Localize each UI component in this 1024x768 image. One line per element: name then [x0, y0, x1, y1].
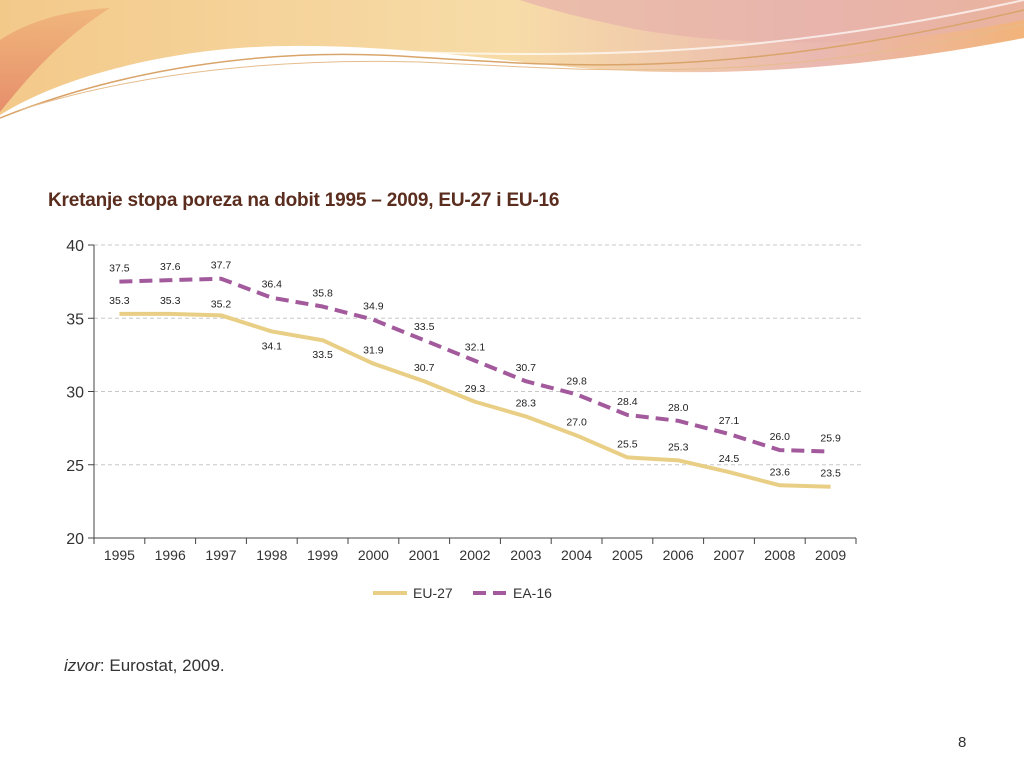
source-note: izvor: Eurostat, 2009.	[64, 656, 225, 676]
eu27-data-label: 25.5	[617, 438, 638, 450]
y-tick-label: 30	[66, 385, 84, 402]
x-tick-label: 2007	[713, 547, 744, 563]
ea16-series-line	[119, 276, 831, 454]
ea16-data-label: 34.9	[363, 301, 384, 313]
x-tick-label: 2004	[561, 547, 592, 563]
x-tick-label: 1997	[205, 547, 236, 563]
page-number: 8	[958, 734, 967, 751]
y-tick-label: 20	[66, 531, 84, 548]
x-tick-label: 2009	[815, 547, 846, 563]
eu27-data-label: 35.2	[211, 298, 232, 310]
x-tick-label: 2003	[510, 547, 541, 563]
ea16-data-label: 37.7	[211, 260, 232, 272]
ea16-data-label: 36.4	[262, 279, 283, 291]
eu27-data-label: 29.3	[465, 383, 486, 395]
eu27-data-label: 31.9	[363, 345, 384, 357]
ea16-data-label: 29.8	[566, 375, 587, 387]
eu27-data-label: 24.5	[719, 453, 740, 465]
ea16-data-label: 30.7	[516, 362, 537, 374]
x-tick-label: 1998	[256, 547, 287, 563]
x-tick-label: 2002	[459, 547, 490, 563]
ea16-data-label: 32.1	[465, 342, 486, 354]
eu27-data-label: 33.5	[312, 349, 333, 361]
x-tick-label: 2000	[358, 547, 389, 563]
eu27-data-label: 27.0	[566, 416, 587, 428]
ea16-data-label: 33.5	[414, 321, 435, 333]
source-prefix: izvor	[64, 656, 100, 675]
x-tick-label: 1996	[155, 547, 186, 563]
eu27-data-label: 35.3	[109, 295, 130, 307]
eu27-series-line	[119, 311, 831, 489]
x-tick-label: 2005	[612, 547, 643, 563]
header-swoosh-line	[19, 23, 1024, 111]
y-tick-label: 40	[66, 238, 84, 255]
eu27-data-label: 34.1	[262, 340, 283, 352]
ea16-data-label: 28.0	[668, 402, 689, 414]
y-tick-label: 35	[66, 311, 84, 328]
legend-eu27-label: EU-27	[413, 585, 453, 601]
x-tick-label: 2008	[764, 547, 795, 563]
x-tick-label: 2006	[663, 547, 694, 563]
ea16-data-label: 35.8	[312, 288, 333, 300]
slide-title: Kretanje stopa poreza na dobit 1995 – 20…	[48, 190, 560, 211]
eu27-data-label: 25.3	[668, 441, 689, 453]
chart-panel: 20 25 30 35 40 1995 1996 1997 1998 1999 2000 2001 20…	[40, 230, 904, 620]
decorative-header-swoosh	[0, 0, 1024, 119]
header-rose-shape	[520, 0, 1024, 43]
ea16-data-label: 28.4	[617, 396, 638, 408]
ea16-data-label: 25.9	[820, 433, 841, 445]
eu27-data-label: 23.6	[770, 466, 791, 478]
ea16-data-label: 27.1	[719, 415, 740, 427]
legend-ea16-label: EA-16	[513, 585, 552, 601]
eu27-data-label: 28.3	[516, 397, 537, 409]
header-corner-shape	[0, 8, 110, 112]
ea16-data-label: 37.6	[160, 261, 181, 273]
header-swoosh-line	[0, 9, 1024, 119]
eu27-data-label: 30.7	[414, 362, 435, 374]
line-chart: 20 25 30 35 40 1995 1996 1997 1998 1999 2000 2001 20…	[66, 238, 864, 601]
source-text: : Eurostat, 2009.	[99, 656, 225, 675]
ea16-data-label: 37.5	[109, 263, 130, 275]
x-tick-label: 1995	[104, 547, 135, 563]
eu27-data-label: 23.5	[820, 468, 841, 480]
y-tick-label: 25	[66, 458, 84, 475]
ea16-data-label: 26.0	[770, 431, 791, 443]
x-tick-label: 1999	[307, 547, 338, 563]
header-swoosh-line	[299, 0, 1024, 56]
eu27-data-label: 35.3	[160, 295, 181, 307]
x-tick-label: 2001	[409, 547, 440, 563]
